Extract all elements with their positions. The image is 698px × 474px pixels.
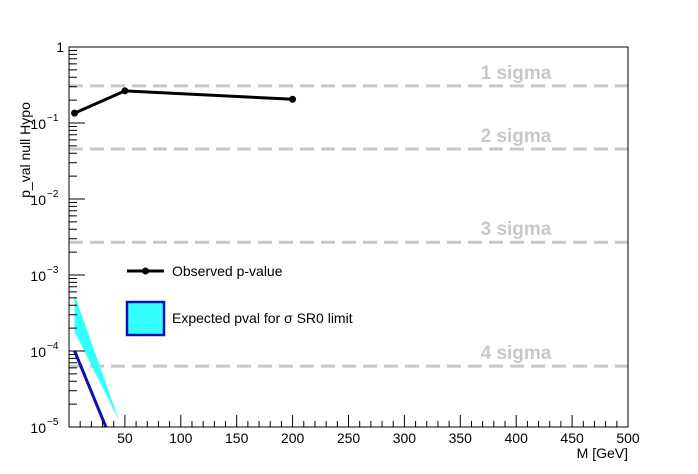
expected-band bbox=[73, 294, 120, 428]
expected-band-area bbox=[74, 294, 120, 421]
x-tick-label: 150 bbox=[225, 430, 249, 446]
x-tick-label: 50 bbox=[117, 430, 133, 446]
expected-line bbox=[73, 350, 108, 428]
legend-band-marker bbox=[125, 300, 166, 337]
observed-point bbox=[71, 109, 79, 117]
y-tick-label: 10 bbox=[30, 420, 46, 436]
sigma-label: 4 sigma bbox=[481, 343, 552, 364]
x-tick-label: 350 bbox=[449, 430, 473, 446]
x-tick-label: 250 bbox=[337, 430, 361, 446]
y-tick-label: 10 bbox=[30, 116, 46, 132]
y-tick-label: 10 bbox=[30, 268, 46, 284]
x-tick-label: 450 bbox=[560, 430, 584, 446]
sigma-label: 3 sigma bbox=[481, 219, 552, 240]
y-tick-label: 10 bbox=[30, 344, 46, 360]
y-tick-exponent: −4 bbox=[47, 341, 59, 352]
y-tick-exponent: −5 bbox=[47, 417, 59, 428]
x-tick-label: 200 bbox=[281, 430, 305, 446]
y-axis: 110−110−210−310−410−5 bbox=[30, 39, 85, 436]
legend-label: Expected pval for σ SR0 limit bbox=[172, 310, 353, 326]
y-tick-label: 10 bbox=[30, 192, 46, 208]
x-tick-label: 100 bbox=[169, 430, 193, 446]
legend: Observed p-value Expected pval for σ SR0 … bbox=[125, 263, 353, 337]
legend-point-marker bbox=[142, 267, 149, 275]
x-tick-label: 500 bbox=[616, 430, 640, 446]
y-tick-exponent: −3 bbox=[47, 265, 59, 276]
observed-line bbox=[73, 89, 293, 115]
x-tick-label: 300 bbox=[393, 430, 417, 446]
y-axis-label: p_val null Hypo bbox=[17, 102, 33, 198]
sigma-label: 2 sigma bbox=[481, 126, 552, 147]
x-axis-label: M [GeV] bbox=[577, 445, 628, 461]
sigma-label: 1 sigma bbox=[481, 63, 552, 84]
x-tick-label: 400 bbox=[505, 430, 529, 446]
legend-label: Observed p-value bbox=[172, 263, 283, 279]
sigma-lines: 1 sigma 2 sigma 3 sigma 4 sigma bbox=[69, 63, 628, 368]
observed-point bbox=[121, 87, 129, 95]
y-tick-exponent: −2 bbox=[47, 189, 59, 200]
observed-point bbox=[289, 95, 297, 103]
observed-series bbox=[71, 87, 297, 117]
y-tick-label: 1 bbox=[56, 39, 64, 55]
y-tick-exponent: −1 bbox=[47, 113, 59, 124]
x-axis: 50 100 150 200 250 300 350 400 450 500 bbox=[68, 415, 640, 446]
